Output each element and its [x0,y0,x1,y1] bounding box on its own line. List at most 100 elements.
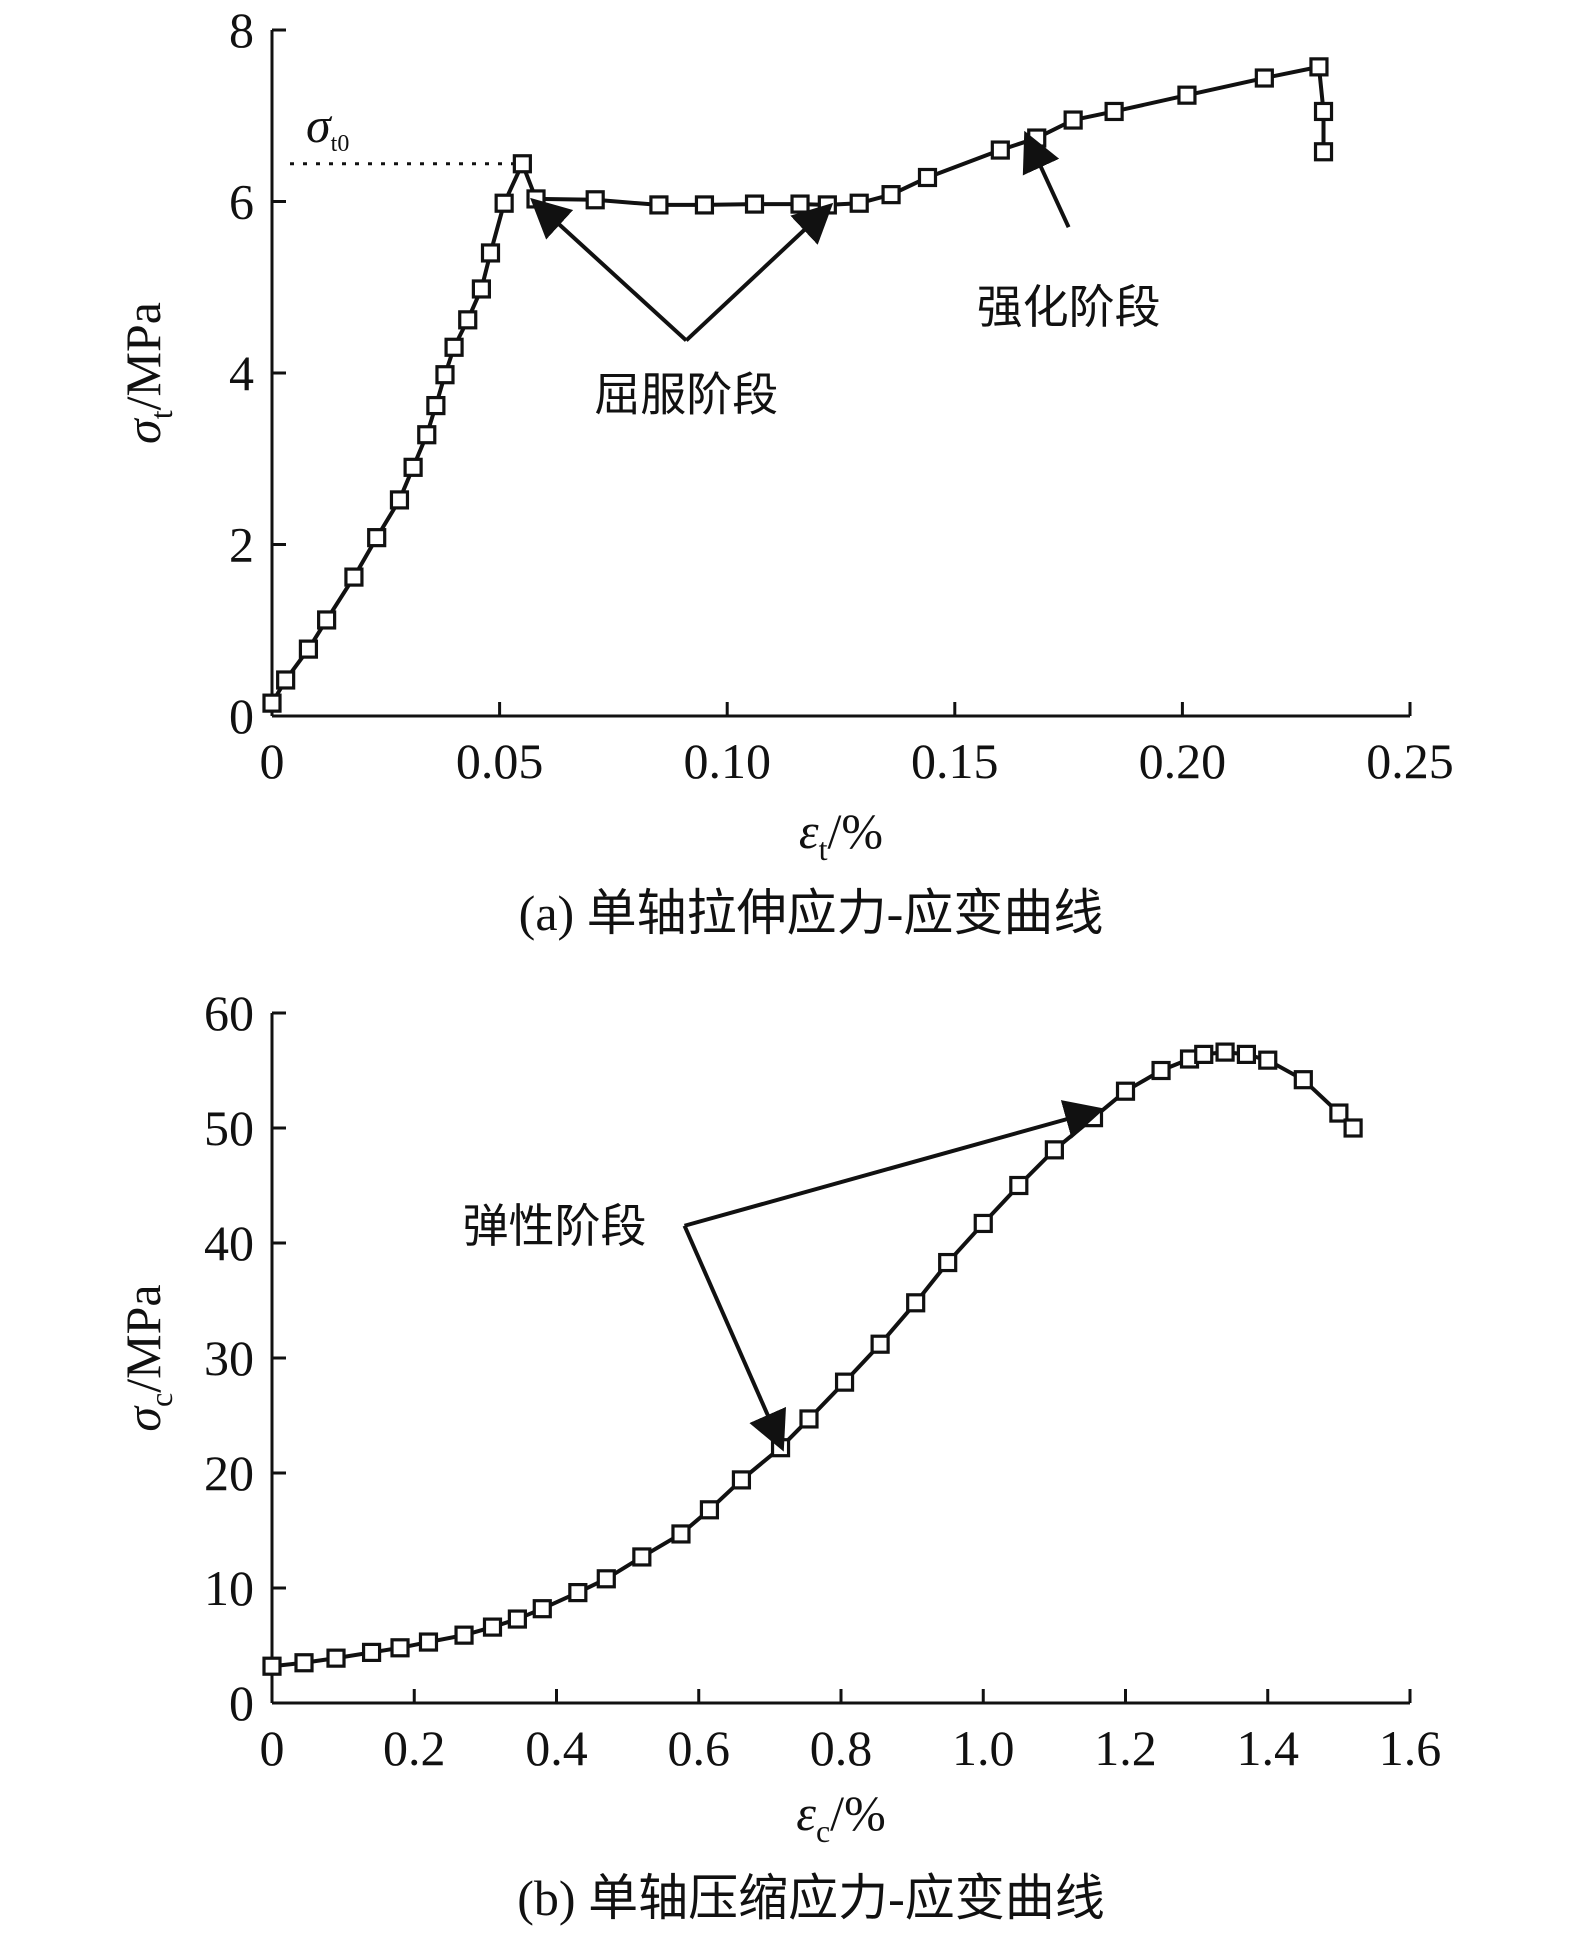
data-point [973,1213,993,1234]
data-point [444,337,464,357]
annotation-arrow [1022,130,1071,229]
x-tick-label: 0.25 [1366,733,1454,789]
data-point [326,1648,346,1668]
y-axis-label: σc/MPa [115,1284,179,1431]
annotation-arrow [530,197,688,342]
data-point [1215,1042,1235,1062]
annotation-label: 弹性阶段 [463,1199,647,1253]
data-point [1063,110,1083,130]
x-tick-label: 0.2 [383,1720,446,1776]
y-tick-label: 20 [204,1445,254,1501]
data-point [906,1293,926,1313]
data-point [834,1372,855,1392]
data-point [262,693,282,713]
data-point [1236,1044,1257,1065]
y-axis-label: σt/MPa [115,302,179,444]
data-point [1009,1175,1029,1196]
data-point [568,1582,588,1603]
annotation-arrow [684,202,834,342]
chart-caption: (a) 单轴拉伸应力-应变曲线 [519,885,1104,941]
data-point [1115,1081,1136,1101]
data-point [632,1547,652,1567]
y-tick-label: 4 [229,345,254,401]
data-point [367,528,387,548]
data-point [512,154,532,174]
data-point [1313,142,1334,162]
data-point [917,167,938,188]
data-point [361,1642,382,1663]
data-point [849,193,869,213]
data-point [870,1334,890,1354]
data-point [1329,1103,1349,1123]
annotation-arrow [683,1100,1105,1228]
data-point [694,195,715,215]
data-point [990,140,1010,160]
annotation-label: 强化阶段 [977,280,1161,334]
y-tick-label: 8 [229,2,254,58]
y-tick-label: 0 [229,688,254,744]
data-point [298,639,319,659]
data-point [1194,1044,1214,1065]
x-tick-label: 0 [260,733,285,789]
x-tick-label: 0.15 [911,733,999,789]
data-point [418,1632,439,1652]
data-point [435,365,455,385]
data-point [1254,68,1274,88]
annotation-label: 屈服阶段 [594,367,778,421]
data-point [532,1599,552,1619]
data-point [389,490,410,510]
data-point [454,1625,474,1645]
data-point [1309,57,1329,77]
y-tick-label: 30 [204,1330,254,1386]
y-tick-label: 50 [204,1100,254,1156]
y-tick-label: 40 [204,1215,254,1271]
x-tick-label: 0.20 [1139,733,1227,789]
data-point [671,1524,691,1544]
data-point [458,310,478,330]
data-point [649,195,669,215]
x-tick-label: 0 [260,1720,285,1776]
x-axis-label: εt/% [799,803,883,867]
tensile-chart: 0 2 4 6 8 0 0.05 0.10 0.15 0.20 0.25 σt/MPa εt/% (a) … [115,2,1454,941]
x-tick-label: 1.0 [952,1720,1015,1776]
data-point [344,567,364,587]
x-tick-label: 1.4 [1237,1720,1300,1776]
data-point [744,194,765,214]
y-tick-label: 10 [204,1560,254,1616]
y-tick-label: 2 [229,517,254,573]
data-point [471,279,491,299]
data-point [1258,1050,1278,1070]
data-point [262,1656,282,1676]
data-point [1343,1118,1363,1138]
data-point [585,190,605,210]
data-point [317,610,337,630]
x-tick-label: 0.05 [456,733,544,789]
data-point [276,670,296,690]
reference-label: σt0 [306,97,349,157]
y-tick-label: 0 [229,1675,254,1731]
data-point [417,425,437,445]
annotation-arrow [682,1224,786,1452]
y-tick-label: 6 [229,174,254,230]
data-point [1044,1140,1064,1160]
data-point [699,1500,720,1520]
data-point [426,395,446,416]
data-point [1177,85,1197,105]
data-point [790,194,810,214]
data-point [938,1252,958,1273]
data-point [799,1409,819,1429]
series-line [271,1050,1355,1669]
data-point [482,1617,503,1637]
data-point [294,1653,314,1673]
x-tick-label: 1.6 [1379,1720,1442,1776]
x-axis-label: εc/% [796,1785,885,1849]
chart-caption: (b) 单轴压缩应力-应变曲线 [517,1870,1104,1926]
data-point [494,193,514,213]
x-tick-label: 0.8 [810,1720,873,1776]
data-point [731,1470,752,1490]
x-tick-label: 0.10 [683,733,771,789]
data-point [1313,101,1334,122]
data-point [403,457,423,477]
y-tick-label: 60 [204,985,254,1041]
compression-chart: 0 10 20 30 40 50 60 0 0.2 0.4 0.6 0.8 1.0 1.2 1.4 1.6 σc… [115,985,1441,1926]
